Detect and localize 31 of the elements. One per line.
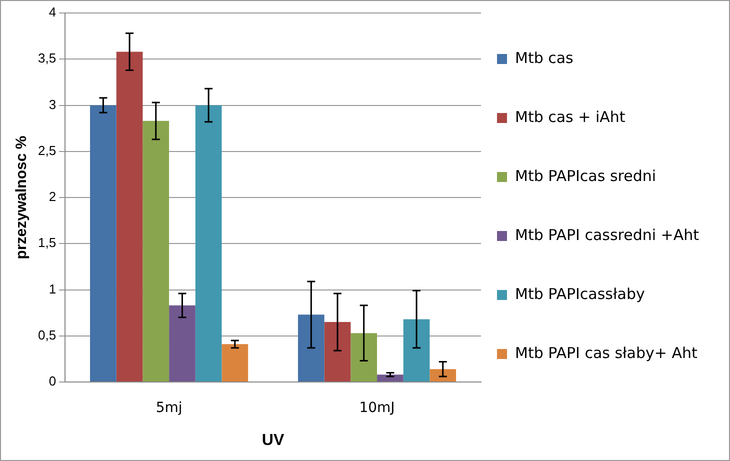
legend-label: Mtb PAPI cassredni +Aht: [515, 226, 700, 244]
x-axis-title: UV: [262, 432, 284, 449]
y-tick-label: 0: [48, 374, 56, 389]
bar: [169, 305, 196, 382]
legend-label: Mtb PAPIcas sredni: [515, 167, 656, 185]
legend-label: Mtb cas + iAht: [515, 108, 626, 126]
x-tick-label: 10mJ: [359, 400, 395, 416]
y-tick-label: 2,5: [38, 142, 56, 158]
x-tick-label: 5mj: [156, 400, 182, 416]
bar: [403, 319, 430, 382]
bar: [222, 344, 248, 382]
bar: [142, 120, 170, 382]
legend-label: Mtb PAPIcassłaby: [515, 285, 645, 303]
bar: [377, 374, 404, 382]
y-tick-label: 1: [48, 281, 56, 296]
y-axis-title: przezywalnosc %: [13, 136, 30, 260]
bar: [298, 314, 324, 382]
y-tick-label: 3: [48, 96, 56, 112]
bar: [116, 52, 143, 382]
bar: [324, 322, 351, 382]
y-tick-label: 0,5: [38, 327, 56, 342]
bar: [90, 105, 116, 382]
y-tick-label: 4: [48, 4, 56, 20]
bar: [195, 105, 222, 382]
legend-label: Mtb cas: [515, 49, 574, 67]
y-tick-label: 2: [48, 189, 56, 204]
bar: [430, 369, 456, 382]
y-tick-label: 3,5: [38, 50, 56, 66]
bar: [350, 333, 378, 382]
legend-label: Mtb PAPI cas słaby+ Aht: [515, 344, 698, 362]
y-tick-label: 1,5: [38, 235, 56, 250]
